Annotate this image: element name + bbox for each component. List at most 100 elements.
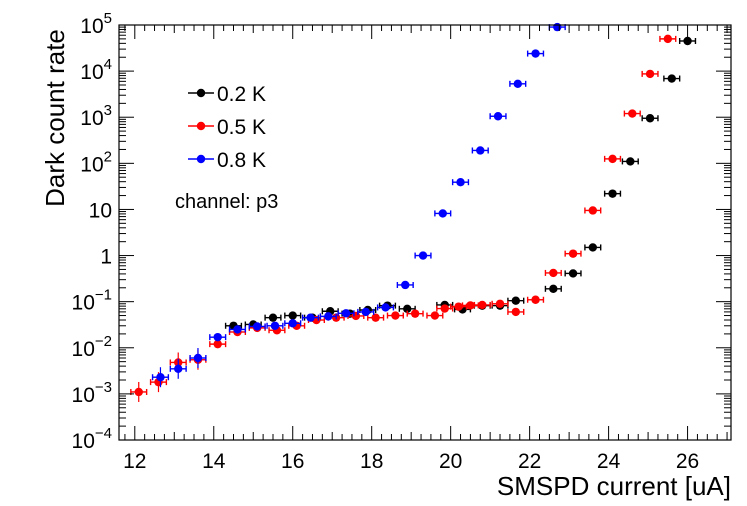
y-tick-base: 10 (72, 292, 95, 315)
data-point (357, 307, 375, 317)
data-marker (288, 319, 297, 328)
data-point (641, 114, 659, 123)
data-marker (213, 339, 222, 349)
data-point (491, 299, 509, 308)
data-marker (440, 304, 449, 313)
data-point (151, 367, 170, 388)
data-point (189, 348, 207, 369)
x-tick-label: 12 (123, 450, 146, 473)
data-point (663, 74, 681, 83)
data-point (526, 295, 545, 304)
data-marker (568, 249, 578, 258)
data-point (228, 325, 247, 334)
data-marker (645, 69, 655, 79)
legend-label: 0.8 K (217, 149, 266, 172)
axes: 12 14 16 18 20 22 24 2610−410−310−210−111010210… (72, 10, 731, 473)
y-tick-base: 10 (80, 153, 103, 176)
data-marker (174, 364, 183, 374)
data-marker (663, 34, 673, 44)
data-marker (683, 36, 692, 46)
data-marker (608, 189, 617, 198)
data-marker (608, 154, 617, 164)
data-marker (233, 325, 242, 334)
data-marker (156, 373, 165, 382)
y-tick-exponent: 5 (104, 10, 112, 27)
x-axis-label: SMSPD current [uA] (497, 471, 731, 501)
data-point (266, 321, 284, 330)
data-point (659, 34, 677, 44)
y-tick-label: 10−4 (72, 425, 112, 453)
data-marker (588, 243, 598, 252)
x-tick-label: 18 (360, 450, 383, 473)
data-point (564, 249, 582, 258)
data-point (396, 280, 414, 290)
data-marker (549, 284, 558, 294)
data-point (621, 157, 639, 166)
data-point (471, 146, 489, 155)
data-point (367, 313, 385, 322)
data-point (434, 209, 452, 218)
x-tick-label: 14 (202, 450, 226, 473)
x-tick-label: 24 (597, 450, 621, 473)
y-tick-exponent: −3 (95, 379, 112, 396)
data-marker (667, 74, 676, 83)
y-tick-exponent: −1 (95, 287, 112, 304)
data-marker (513, 79, 522, 89)
data-marker (418, 251, 428, 260)
y-tick-label: 104 (80, 56, 112, 84)
legend-label: 0.5 K (217, 116, 266, 139)
y-tick-exponent: 3 (104, 102, 112, 119)
data-point (584, 206, 602, 215)
y-tick-exponent: −4 (95, 425, 112, 442)
data-point (544, 268, 562, 278)
y-tick-label: 1 (100, 246, 112, 269)
data-marker (270, 321, 280, 330)
y-tick-exponent: −2 (95, 333, 112, 350)
data-point (641, 69, 659, 79)
legend-entry: 0.2 K (188, 83, 266, 106)
data-point (406, 309, 424, 318)
data-marker (531, 49, 540, 58)
data-point (603, 154, 622, 164)
data-marker (495, 299, 505, 308)
data-point (544, 284, 562, 294)
y-tick-base: 10 (72, 338, 95, 361)
data-marker (268, 313, 278, 322)
y-tick-base: 10 (80, 61, 103, 84)
data-point (526, 49, 545, 58)
data-marker (391, 311, 400, 320)
x-tick-label: 26 (676, 450, 699, 473)
data-marker (511, 296, 521, 305)
data-marker (549, 268, 558, 278)
data-marker (381, 303, 390, 312)
data-point (584, 243, 602, 252)
data-marker (645, 114, 655, 123)
legend-marker (196, 121, 206, 131)
y-tick-base: 10 (72, 430, 95, 453)
y-tick-label: 10−2 (72, 333, 112, 361)
data-marker (531, 295, 540, 304)
y-tick-base: 10 (89, 199, 112, 222)
y-tick-base: 1 (100, 246, 112, 269)
data-marker (341, 309, 351, 318)
data-marker (628, 109, 637, 118)
plot-frame (118, 24, 732, 441)
data-point (489, 112, 507, 121)
series-0-8K (151, 22, 566, 388)
data-marker (430, 311, 440, 320)
y-tick-label: 103 (80, 102, 112, 130)
data-marker (324, 312, 333, 321)
data-marker (134, 387, 143, 397)
data-marker (568, 269, 578, 278)
y-tick-label: 10−3 (72, 379, 112, 407)
data-marks (130, 22, 697, 402)
data-marker (213, 332, 222, 342)
data-point (509, 79, 527, 89)
data-point (507, 296, 525, 305)
data-point (426, 311, 444, 320)
data-point (301, 313, 320, 322)
data-point (449, 302, 468, 311)
legend-entry: 0.5 K (188, 116, 266, 139)
data-point (209, 332, 227, 342)
